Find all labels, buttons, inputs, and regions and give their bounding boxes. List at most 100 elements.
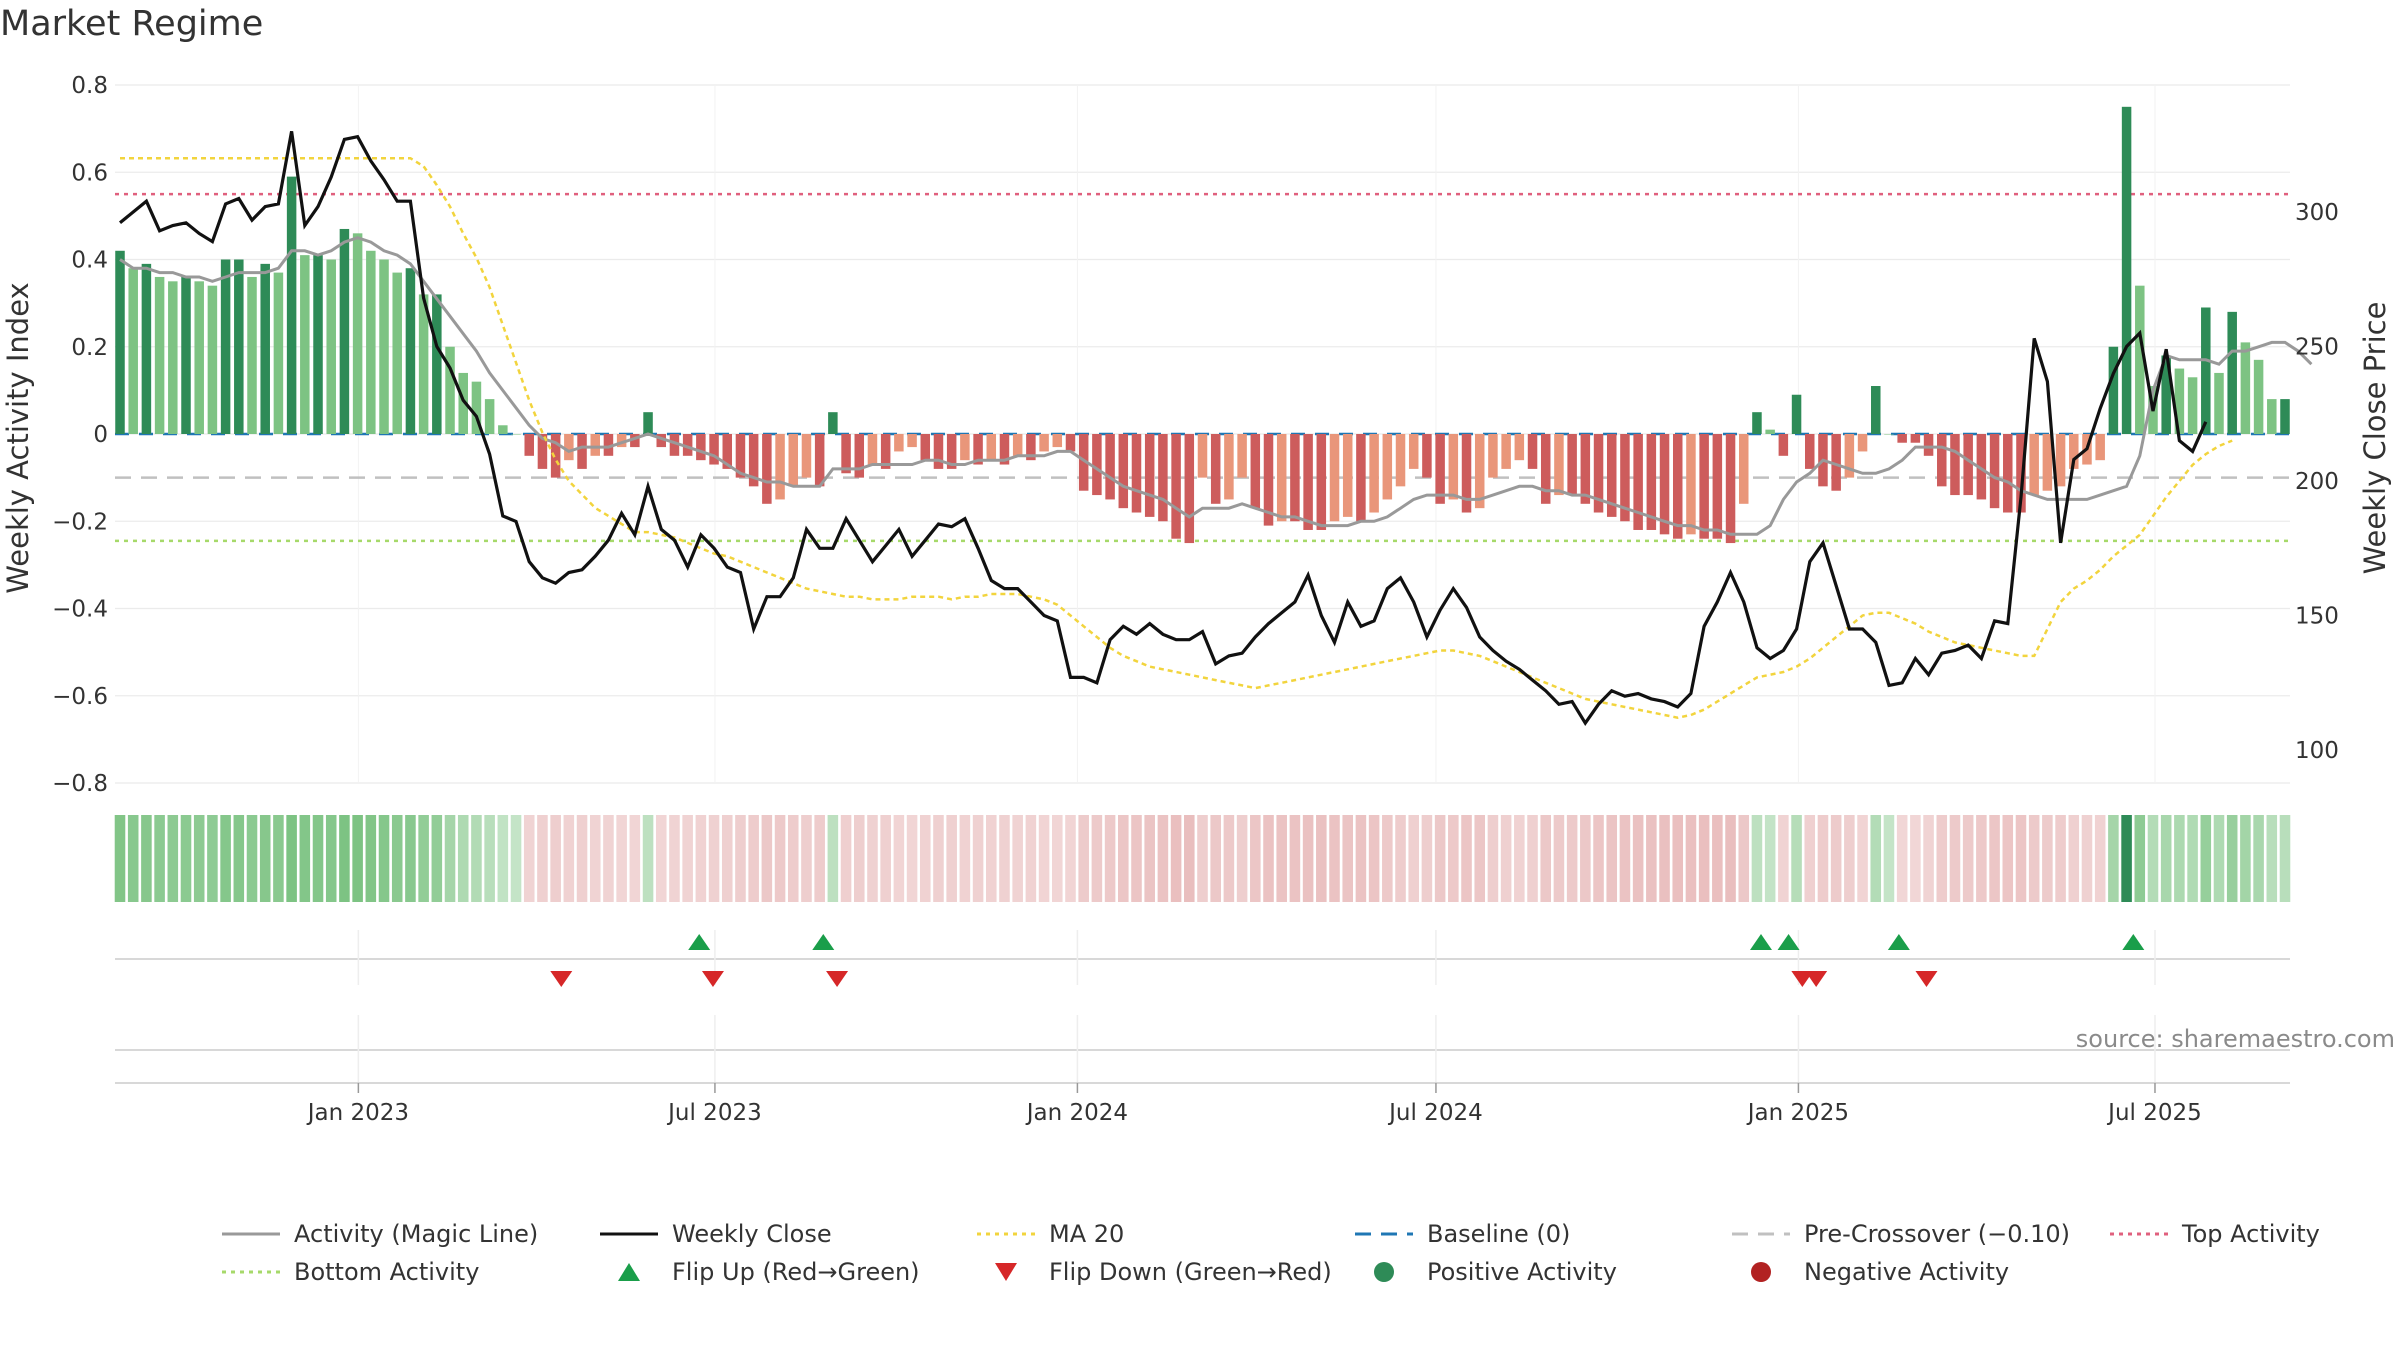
regime-strip-cell bbox=[735, 815, 746, 902]
regime-strip-cell bbox=[801, 815, 812, 902]
regime-strip-cell bbox=[1434, 815, 1446, 902]
regime-strip-cell bbox=[2015, 815, 2027, 902]
activity-bar bbox=[326, 259, 336, 434]
regime-strip-cell bbox=[537, 815, 548, 902]
activity-bar bbox=[577, 434, 587, 469]
magic-line bbox=[119, 236, 2313, 536]
regime-strip-cell bbox=[2147, 815, 2159, 902]
flip-up-marker bbox=[2122, 934, 2145, 950]
regime-strip-cell bbox=[1989, 815, 2000, 902]
activity-bar bbox=[1039, 434, 1049, 452]
activity-bar bbox=[1501, 434, 1511, 469]
activity-bar bbox=[154, 276, 165, 434]
flip-down-marker bbox=[1791, 971, 1814, 987]
activity-bar bbox=[1329, 434, 1340, 522]
activity-bar bbox=[1303, 434, 1313, 530]
activity-bar bbox=[1078, 434, 1089, 491]
regime-strip-cell bbox=[1276, 815, 1287, 902]
activity-bar bbox=[379, 259, 389, 434]
activity-bar bbox=[498, 425, 508, 434]
regime-strip-cell bbox=[1896, 815, 1908, 902]
regime-strip-cell bbox=[1382, 815, 1393, 902]
activity-bar bbox=[2042, 434, 2053, 491]
legend-label: Top Activity bbox=[2181, 1220, 2320, 1248]
regime-strip-cell bbox=[1857, 815, 1868, 902]
activity-bar bbox=[2161, 355, 2171, 434]
activity-bar bbox=[1092, 434, 1102, 496]
regime-strip-cell bbox=[2055, 815, 2066, 902]
activity-bar bbox=[1052, 434, 1063, 448]
activity-bar bbox=[590, 434, 600, 456]
chart-title: Market Regime bbox=[0, 4, 264, 44]
activity-bar bbox=[1857, 434, 1868, 452]
legend-label: Flip Up (Red→Green) bbox=[672, 1258, 920, 1286]
activity-bar bbox=[550, 434, 561, 478]
regime-strip-cell bbox=[1131, 815, 1142, 902]
flip-markers-panel bbox=[115, 930, 2290, 1083]
activity-bar bbox=[432, 294, 442, 434]
regime-strip-cell bbox=[2121, 815, 2132, 902]
y-tick-label: 0 bbox=[93, 422, 108, 448]
activity-bar bbox=[2069, 434, 2079, 469]
regime-strip-cell bbox=[1025, 815, 1037, 902]
activity-bar bbox=[880, 434, 891, 469]
regime-strip-cell bbox=[457, 815, 469, 902]
activity-bar bbox=[762, 434, 772, 504]
regime-strip-cell bbox=[1778, 815, 1789, 902]
regime-strip-cell bbox=[1976, 815, 1987, 902]
activity-bar bbox=[2003, 434, 2013, 513]
regime-strip-cell bbox=[1065, 815, 1076, 902]
regime-strip-cell bbox=[682, 815, 693, 902]
regime-strip-cell bbox=[1157, 815, 1169, 902]
series-lines bbox=[118, 131, 2313, 727]
activity-bar bbox=[1633, 434, 1643, 530]
weekly-close-line bbox=[118, 131, 2208, 727]
legend-label: Activity (Magic Line) bbox=[294, 1220, 538, 1248]
regime-strip-cell bbox=[774, 815, 786, 902]
legend-label: MA 20 bbox=[1049, 1220, 1124, 1248]
regime-strip-cell bbox=[748, 815, 759, 902]
activity-bar bbox=[392, 272, 402, 434]
activity-bar bbox=[946, 434, 957, 469]
regime-strip-cell bbox=[286, 815, 297, 902]
regime-strip-cell bbox=[1104, 815, 1116, 902]
regime-strip-cell bbox=[1223, 815, 1235, 902]
regime-strip-cell bbox=[259, 815, 271, 902]
activity-bar bbox=[1224, 434, 1234, 500]
activity-bar bbox=[300, 255, 310, 434]
regime-strip-cell bbox=[708, 815, 720, 902]
regime-strip-cell bbox=[1580, 815, 1591, 902]
regime-strip-cell bbox=[1474, 815, 1486, 902]
legend-label: Flip Down (Green→Red) bbox=[1049, 1258, 1332, 1286]
regime-strip-cell bbox=[2081, 815, 2093, 902]
y2-tick-label: 300 bbox=[2295, 200, 2339, 226]
regime-strip-cell bbox=[840, 815, 852, 902]
activity-bar bbox=[1844, 434, 1855, 478]
y2-tick-label: 100 bbox=[2295, 738, 2339, 764]
regime-strip-cell bbox=[1091, 815, 1103, 902]
regime-strip-cell bbox=[999, 815, 1010, 902]
regime-strip-cell bbox=[1672, 815, 1684, 902]
regime-strip-cell bbox=[2279, 815, 2291, 902]
activity-bar bbox=[1263, 434, 1274, 526]
activity-bar bbox=[286, 176, 297, 435]
regime-strip-cell bbox=[1962, 815, 1974, 902]
regime-strip-cell bbox=[1830, 815, 1842, 902]
activity-bar bbox=[2214, 372, 2224, 434]
flip-down-marker bbox=[1805, 971, 1828, 987]
activity-bar bbox=[405, 268, 416, 434]
activity-bar bbox=[1791, 394, 1802, 434]
x-tick-label: Jul 2025 bbox=[2106, 1100, 2202, 1126]
regime-strip-cell bbox=[1738, 815, 1750, 902]
regime-strip-cell bbox=[1144, 815, 1155, 902]
y2-axis-title: Weekly Close Price bbox=[2358, 302, 2392, 575]
regime-strip-cell bbox=[1368, 815, 1380, 902]
regime-strip-cell bbox=[919, 815, 931, 902]
regime-strip-cell bbox=[312, 815, 324, 902]
regime-strip-cell bbox=[1725, 815, 1736, 902]
activity-bar bbox=[788, 434, 799, 487]
activity-bar bbox=[1554, 434, 1564, 496]
activity-bar bbox=[141, 263, 152, 434]
activity-bar bbox=[1131, 434, 1142, 513]
regime-strip-cell bbox=[2160, 815, 2172, 902]
